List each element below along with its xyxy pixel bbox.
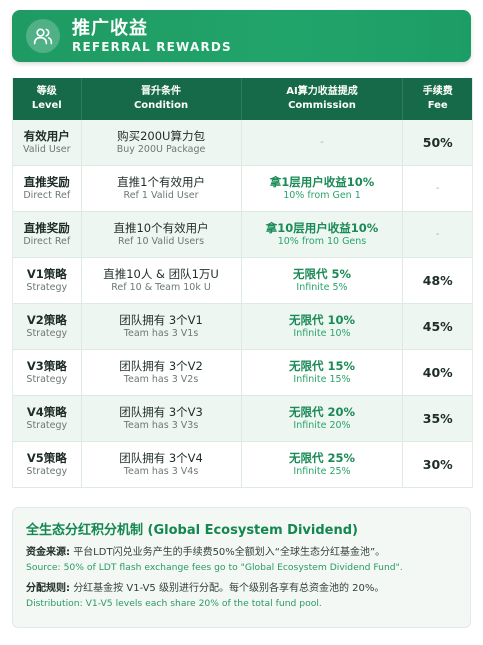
- fee-value: 40%: [422, 364, 453, 380]
- empty-mark: -: [435, 228, 440, 240]
- condition-text: 团队拥有 3个V2: [119, 358, 203, 373]
- table-row: 直推奖励 Direct Ref 直推1个有效用户 Ref 1 Valid User …: [13, 166, 472, 212]
- commission-text: 无限代 15%: [288, 358, 355, 373]
- fund-source-label: 资金来源:: [26, 547, 70, 558]
- level-name: V2策略: [26, 312, 67, 327]
- commission-text: 拿10层用户收益10%: [265, 220, 379, 235]
- condition-text-en: Ref 1 Valid User: [123, 189, 199, 201]
- commission-text-en: Infinite 15%: [293, 373, 351, 385]
- column-header-commission: AI算力收益提成 Commission: [242, 78, 404, 120]
- fee-value: 30%: [422, 456, 453, 472]
- level-name-en: Strategy: [26, 281, 68, 293]
- page-title: 推广收益: [72, 18, 148, 39]
- column-header-fee: 手续费 Fee: [403, 78, 472, 120]
- level-name-en: Direct Ref: [23, 189, 71, 201]
- column-header-level: 等级 Level: [13, 78, 82, 120]
- table-header: 等级 Level 晋升条件 Condition AI算力收益提成 Commiss…: [13, 78, 472, 120]
- condition-text: 直推10个有效用户: [113, 220, 209, 235]
- commission-text-en: Infinite 20%: [293, 419, 351, 431]
- column-header-cn: 晋升条件: [141, 86, 182, 97]
- level-name: V3策略: [26, 358, 67, 373]
- table-row: 有效用户 Valid User 购买200U算力包 Buy 200U Package…: [13, 120, 472, 166]
- table-row: V3策略 Strategy 团队拥有 3个V2 Team has 3 V2s 无限代…: [13, 350, 472, 396]
- fund-rule: 分配规则: 分红基金按 V1-V5 级别进行分配。每个级别各享有总资金池的 20…: [26, 581, 457, 596]
- condition-text-en: Buy 200U Package: [116, 143, 206, 155]
- level-name-en: Direct Ref: [23, 235, 71, 247]
- commission-text: 拿1层用户收益10%: [269, 174, 375, 189]
- condition-text-en: Ref 10 Valid Users: [118, 235, 205, 247]
- condition-text-en: Team has 3 V3s: [123, 419, 199, 431]
- dividend-panel: 全生态分红积分机制 (Global Ecosystem Dividend) 资金…: [12, 507, 471, 628]
- column-header-en: Level: [31, 100, 62, 111]
- commission-text-en: Infinite 25%: [293, 465, 351, 477]
- condition-text-en: Team has 3 V4s: [123, 465, 199, 477]
- commission-text: 无限代 5%: [292, 266, 351, 281]
- page-header: 推广收益 REFERRAL REWARDS: [12, 10, 471, 62]
- column-header-condition: 晋升条件 Condition: [82, 78, 242, 120]
- level-name: 直推奖励: [23, 220, 70, 235]
- condition-text: 直推10人 & 团队1万U: [103, 266, 219, 281]
- commission-text: 无限代 20%: [288, 404, 355, 419]
- condition-text-en: Team has 3 V1s: [123, 327, 199, 339]
- users-icon: [26, 19, 60, 53]
- empty-mark: -: [435, 182, 440, 194]
- condition-text: 团队拥有 3个V1: [119, 312, 203, 327]
- fund-rule-label: 分配规则:: [26, 583, 70, 594]
- table-row: 直推奖励 Direct Ref 直推10个有效用户 Ref 10 Valid Use…: [13, 212, 472, 258]
- commission-text: 无限代 25%: [288, 450, 355, 465]
- fund-source: 资金来源: 平台LDT闪兑业务产生的手续费50%全额划入“全球生态分红基金池”。: [26, 545, 457, 560]
- condition-text-en: Team has 3 V2s: [123, 373, 199, 385]
- fee-value: 45%: [422, 318, 453, 334]
- condition-text: 直推1个有效用户: [117, 174, 205, 189]
- fee-value: 35%: [422, 410, 453, 426]
- commission-text-en: 10% from Gen 1: [283, 189, 361, 201]
- condition-text: 团队拥有 3个V3: [119, 404, 203, 419]
- page-subtitle: REFERRAL REWARDS: [72, 40, 232, 54]
- level-name: 有效用户: [23, 128, 70, 143]
- fund-source-text: 平台LDT闪兑业务产生的手续费50%全额划入“全球生态分红基金池”。: [73, 547, 386, 558]
- table-row: V4策略 Strategy 团队拥有 3个V3 Team has 3 V3s 无限代…: [13, 396, 472, 442]
- table-row: V2策略 Strategy 团队拥有 3个V1 Team has 3 V1s 无限代…: [13, 304, 472, 350]
- fund-source-en: Source: 50% of LDT flash exchange fees g…: [26, 562, 403, 573]
- level-name: V1策略: [26, 266, 67, 281]
- fund-rule-en: Distribution: V1-V5 levels each share 20…: [26, 598, 322, 609]
- level-name-en: Strategy: [26, 373, 68, 385]
- commission-text-en: Infinite 10%: [293, 327, 351, 339]
- column-header-cn: AI算力收益提成: [286, 86, 358, 97]
- commission-text-en: 10% from 10 Gens: [277, 235, 367, 247]
- column-header-en: Fee: [427, 100, 448, 111]
- empty-mark: -: [320, 136, 324, 148]
- commission-text-en: Infinite 5%: [296, 281, 348, 293]
- level-name-en: Strategy: [26, 419, 68, 431]
- column-header-en: Commission: [288, 100, 356, 111]
- level-name-en: Strategy: [26, 465, 68, 477]
- level-name: V4策略: [26, 404, 67, 419]
- rewards-table: 等级 Level 晋升条件 Condition AI算力收益提成 Commiss…: [12, 78, 473, 488]
- condition-text: 购买200U算力包: [117, 128, 205, 143]
- commission-text: 无限代 10%: [288, 312, 355, 327]
- level-name-en: Valid User: [22, 143, 71, 155]
- fee-value: 48%: [422, 272, 453, 288]
- fee-value: 50%: [422, 134, 453, 150]
- table-row: V5策略 Strategy 团队拥有 3个V4 Team has 3 V4s 无限代…: [13, 442, 472, 488]
- column-header-cn: 手续费: [422, 86, 453, 97]
- column-header-en: Condition: [133, 100, 189, 111]
- column-header-cn: 等级: [36, 86, 57, 97]
- level-name: V5策略: [26, 450, 67, 465]
- table-row: V1策略 Strategy 直推10人 & 团队1万U Ref 10 & Team …: [13, 258, 472, 304]
- condition-text-en: Ref 10 & Team 10k U: [111, 281, 211, 293]
- fund-rule-text: 分红基金按 V1-V5 级别进行分配。每个级别各享有总资金池的 20%。: [73, 583, 385, 594]
- level-name-en: Strategy: [26, 327, 68, 339]
- level-name: 直推奖励: [23, 174, 70, 189]
- condition-text: 团队拥有 3个V4: [119, 450, 203, 465]
- dividend-title: 全生态分红积分机制 (Global Ecosystem Dividend): [26, 523, 358, 538]
